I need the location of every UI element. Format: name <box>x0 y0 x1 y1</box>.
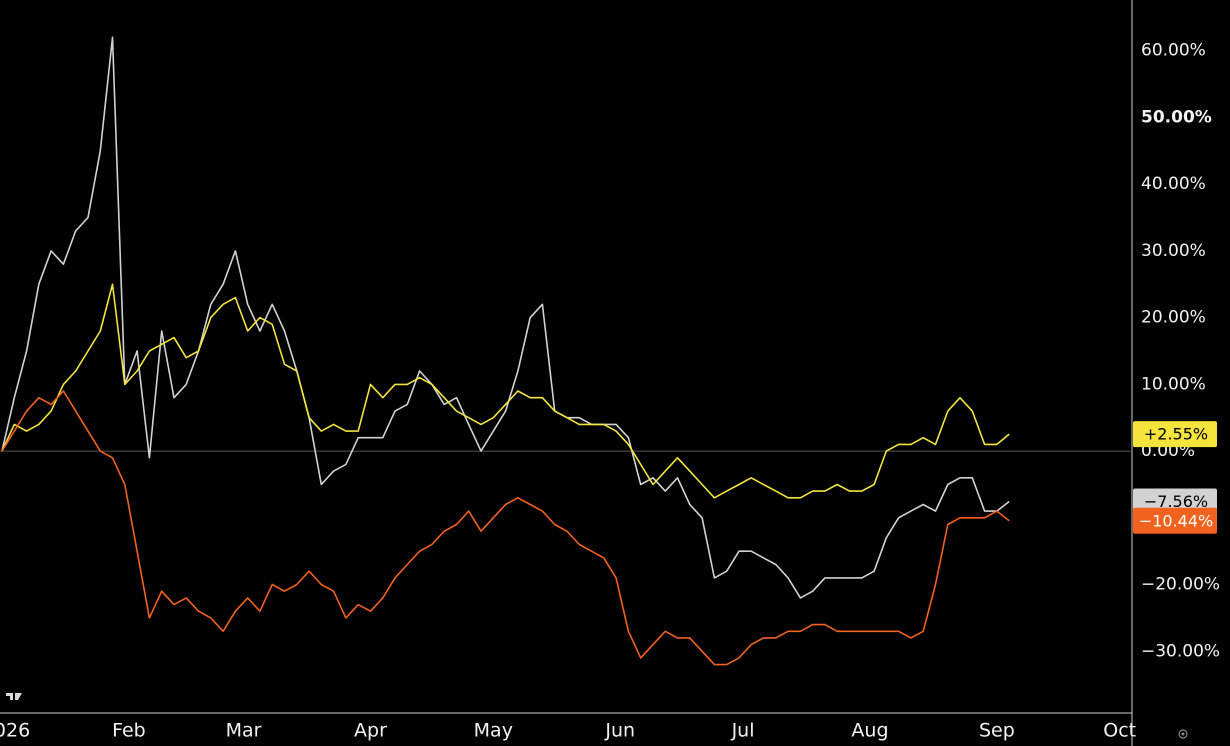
badge-box <box>1133 421 1217 448</box>
badge-label: −10.44% <box>1139 511 1213 530</box>
y-tick-label: −20.00% <box>1141 575 1220 595</box>
y-tick-label: 30.00% <box>1141 241 1206 261</box>
y-tick-label: 60.00% <box>1141 41 1206 61</box>
last-value-badge: −10.44% <box>1133 507 1217 534</box>
settings-icon[interactable] <box>1178 729 1188 739</box>
y-tick-label: 10.00% <box>1141 374 1206 394</box>
badge-label: +2.55% <box>1144 425 1208 444</box>
settings-icon-dot <box>1181 732 1185 736</box>
y-tick-label: −30.00% <box>1141 641 1220 661</box>
series-line <box>1 390 1010 666</box>
y-tick-label: 50.00% <box>1141 107 1212 127</box>
x-tick-label: Sep <box>979 720 1015 742</box>
x-tick-label: Mar <box>226 720 262 742</box>
logo <box>6 693 22 700</box>
y-tick-label: 40.00% <box>1141 174 1206 194</box>
x-tick-label: Feb <box>112 720 146 742</box>
logo-mark <box>6 693 22 700</box>
x-tick-label: May <box>474 720 513 742</box>
x-tick-label: Apr <box>354 720 387 742</box>
series-line <box>1 36 1010 599</box>
badge-box <box>1133 507 1217 534</box>
x-tick-label: 2026 <box>0 720 30 742</box>
series-line <box>1 283 1010 499</box>
badge-label: −7.56% <box>1144 492 1208 511</box>
x-tick-label: Jul <box>731 720 755 742</box>
x-tick-label: Oct <box>1103 720 1136 742</box>
x-tick-label: Jun <box>604 720 635 742</box>
last-value-badge: +2.55% <box>1133 421 1217 448</box>
x-tick-label: Aug <box>851 720 888 742</box>
y-tick-label: 20.00% <box>1141 308 1206 328</box>
